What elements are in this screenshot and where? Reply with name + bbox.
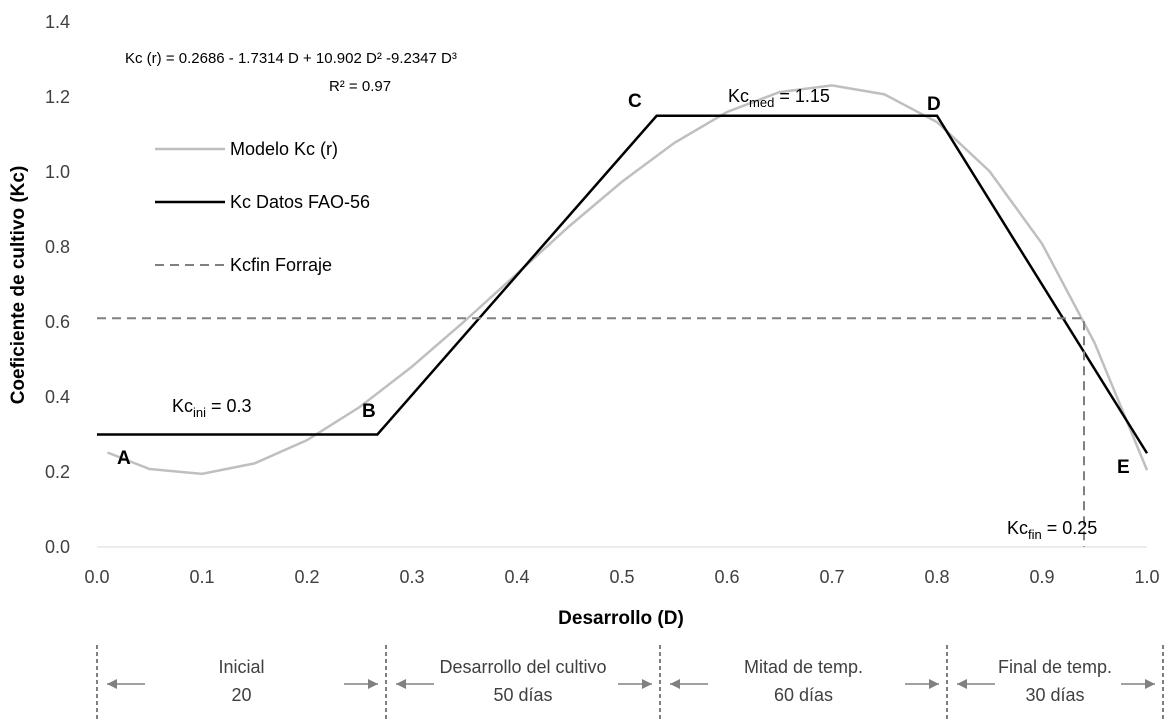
legend-label: Kc Datos FAO-56 (230, 192, 370, 212)
phase-days: 30 días (1025, 685, 1084, 705)
x-tick-label: 0.7 (819, 567, 844, 587)
y-tick-label: 0.0 (45, 537, 70, 557)
kc-sub: fin (1028, 527, 1042, 542)
x-tick-label: 0.9 (1029, 567, 1054, 587)
arrow-head (929, 679, 939, 689)
kc-label: Kcini = 0.3 (172, 396, 252, 420)
kc-main: Kc (1007, 518, 1028, 538)
arrow-head (368, 679, 378, 689)
series-line (97, 114, 1149, 454)
series-line (97, 317, 1085, 547)
point-label: E (1117, 457, 1130, 478)
point-label: A (117, 448, 131, 469)
kc-rest: = 0.3 (206, 396, 252, 416)
phase-days: 20 (231, 685, 251, 705)
y-tick-label: 0.8 (45, 237, 70, 257)
phase-name: Desarrollo del cultivo (439, 657, 606, 677)
x-axis-label: Desarrollo (D) (558, 608, 684, 629)
arrow-head (642, 679, 652, 689)
kc-rest: = 0.25 (1042, 518, 1098, 538)
x-tick-label: 0.4 (504, 567, 529, 587)
x-tick-label: 0.5 (609, 567, 634, 587)
point-label: D (927, 94, 941, 115)
x-tick-label: 0.6 (714, 567, 739, 587)
kc-sub: ini (193, 405, 206, 420)
y-tick-label: 1.0 (45, 162, 70, 182)
kc-sub: med (749, 95, 774, 110)
y-tick-label: 0.6 (45, 312, 70, 332)
x-tick-label: 0.8 (924, 567, 949, 587)
kc-label: Kcfin = 0.25 (1007, 518, 1097, 542)
point-label: B (362, 401, 376, 422)
kc-main: Kc (172, 396, 193, 416)
arrow-head (396, 679, 406, 689)
y-tick-label: 0.2 (45, 462, 70, 482)
equation: Kc (r) = 0.2686 - 1.7314 D + 10.902 D² -… (125, 50, 457, 67)
phase-days: 60 días (774, 685, 833, 705)
arrow-head (1145, 679, 1155, 689)
phase-days: 50 días (493, 685, 552, 705)
r-squared: R² = 0.97 (329, 78, 391, 95)
arrow-head (107, 679, 117, 689)
x-tick-label: 0.1 (189, 567, 214, 587)
x-tick-label: 0.2 (294, 567, 319, 587)
y-tick-label: 0.4 (45, 387, 70, 407)
arrow-head (670, 679, 680, 689)
x-tick-label: 0.0 (84, 567, 109, 587)
x-tick-label: 1.0 (1134, 567, 1159, 587)
arrow-head (957, 679, 967, 689)
legend-label: Kcfin Forraje (230, 255, 332, 275)
series-line (107, 84, 1149, 476)
phase-name: Final de temp. (998, 657, 1112, 677)
y-tick-label: 1.2 (45, 87, 70, 107)
kc-label: Kcmed = 1.15 (728, 86, 830, 110)
kc-main: Kc (728, 86, 749, 106)
legend-label: Modelo Kc (r) (230, 139, 338, 159)
point-label: C (628, 91, 642, 112)
phase-name: Inicial (218, 657, 264, 677)
kc-rest: = 1.15 (774, 86, 830, 106)
y-tick-label: 1.4 (45, 12, 70, 32)
y-axis-label: Coeficiente de cultivo (Kc) (8, 166, 29, 405)
phase-name: Mitad de temp. (744, 657, 863, 677)
x-tick-label: 0.3 (399, 567, 424, 587)
